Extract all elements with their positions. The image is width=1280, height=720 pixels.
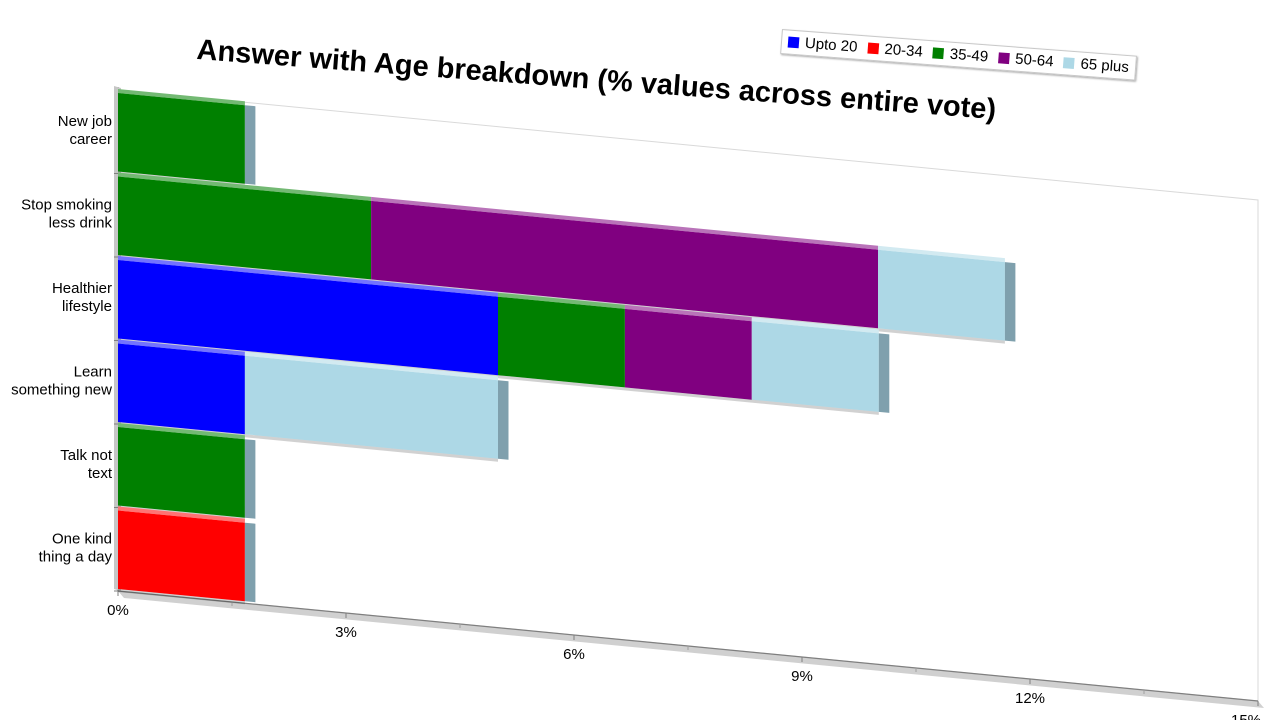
bar-top-face: [118, 506, 245, 523]
bar-segment: [498, 296, 625, 388]
bar-segment: [118, 510, 245, 602]
y-tick-label: something new: [11, 381, 112, 398]
bar-top-face: [118, 172, 372, 201]
bar-top-face: [624, 304, 752, 322]
bar-top-face: [371, 196, 878, 250]
bar-side-face: [878, 333, 890, 413]
y-tick-label: text: [88, 465, 113, 482]
x-tick-label: 6%: [563, 646, 585, 663]
bar-segment: [624, 308, 752, 400]
bar-segment: [371, 200, 878, 329]
bar-segment: [118, 427, 245, 518]
bar-top-face: [118, 89, 245, 106]
bar-shadow: [118, 338, 879, 415]
y-tick-label: One kind: [52, 530, 112, 547]
y-tick-label: lifestyle: [62, 298, 112, 315]
x-tick-label: 0%: [107, 602, 129, 619]
bar-segment: [118, 343, 245, 435]
bar-segment: [118, 260, 498, 376]
bar-top-face: [118, 423, 245, 440]
bar-top-face: [878, 245, 1005, 263]
bar-top-face: [118, 339, 245, 356]
x-tick-label: 3%: [335, 624, 357, 641]
bar-side-face: [1004, 262, 1016, 342]
bar-side-face: [498, 380, 509, 460]
bar-top-face: [118, 256, 498, 297]
bar-segment: [118, 176, 372, 280]
x-axis-floor: [118, 591, 1264, 708]
bar-segment: [244, 355, 498, 459]
bar-side-face: [244, 522, 256, 603]
bar-segment: [878, 249, 1005, 341]
y-tick-label: thing a day: [39, 548, 113, 565]
y-tick-label: career: [69, 131, 112, 148]
y-tick-label: Learn: [74, 363, 112, 380]
y-tick-label: less drink: [49, 214, 113, 231]
y-tick-label: New job: [58, 113, 112, 130]
bar-segment: [118, 93, 245, 184]
x-tick-label: 12%: [1015, 690, 1045, 707]
x-tick-label: 15%: [1231, 712, 1261, 720]
bar-side-face: [244, 439, 256, 519]
bar-top-face: [244, 351, 498, 381]
y-tick-label: Healthier: [52, 280, 112, 297]
y-tick-label: Talk not: [60, 447, 113, 464]
bar-top-face: [498, 292, 625, 309]
x-tick-label: 9%: [791, 668, 813, 685]
bar-shadow: [118, 422, 498, 462]
bar-shadow: [118, 589, 245, 605]
bar-side-face: [244, 105, 256, 185]
bar-top-face: [751, 317, 879, 334]
y-tick-label: Stop smoking: [21, 196, 112, 213]
bar-segment: [751, 321, 879, 412]
